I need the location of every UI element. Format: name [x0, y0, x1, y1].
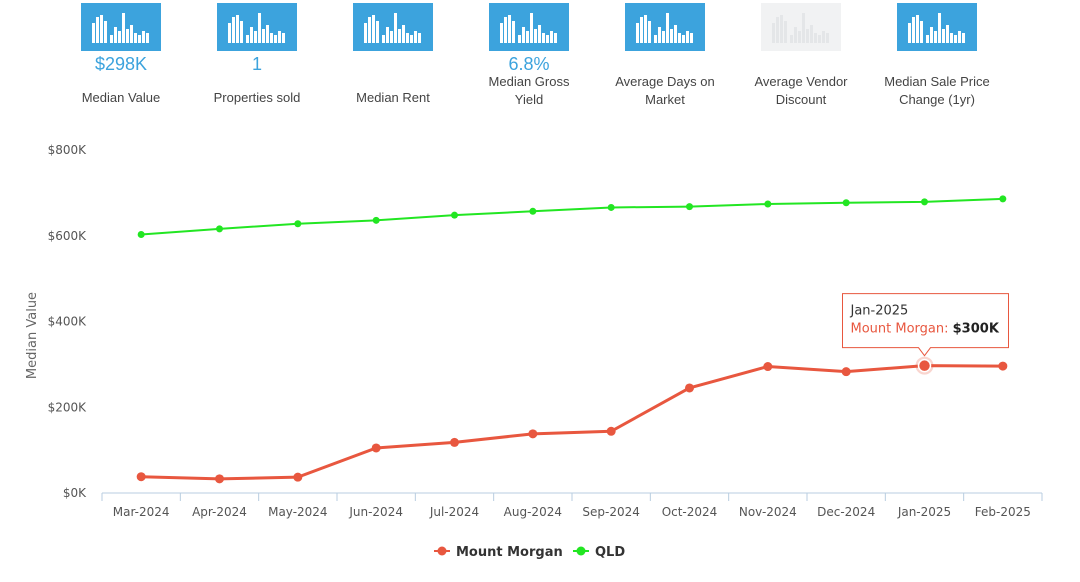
- stat-label: Average Vendor Discount: [733, 73, 869, 109]
- x-axis: Mar-2024 Apr-2024 May-2024 Jun-2024 Jul-2024…: [101, 492, 1043, 519]
- x-tick-label: Nov-2024: [739, 505, 797, 519]
- data-point: [372, 216, 380, 224]
- stat-label-line: Discount: [775, 92, 827, 107]
- x-tick-label: Mar-2024: [113, 505, 170, 519]
- data-point: [137, 230, 145, 238]
- stat-label-line: Average Days on: [615, 74, 715, 89]
- data-point: [998, 361, 1008, 371]
- stat-label: Average Days on Market: [597, 73, 733, 109]
- stat-median-gross-yield: 6.8% Median Gross Yield: [461, 3, 597, 109]
- data-point: [999, 195, 1007, 203]
- data-point: [763, 362, 773, 372]
- legend-label: QLD: [595, 545, 625, 560]
- stat-median-sale-price-change: Median Sale Price Change (1yr): [869, 3, 1005, 109]
- y-tick-label: $0K: [63, 486, 87, 500]
- x-tick-label: Apr-2024: [192, 505, 247, 519]
- stat-value: [325, 53, 461, 75]
- legend-item[interactable]: Mount Morgan: [434, 545, 563, 560]
- bar-chart-icon[interactable]: [81, 3, 161, 51]
- bar-chart-icon: [761, 3, 841, 51]
- stat-median-value: $298K Median Value: [53, 3, 189, 107]
- bar-chart-icon[interactable]: [353, 3, 433, 51]
- x-tick-label: Aug-2024: [504, 505, 562, 519]
- stat-value: [733, 53, 869, 75]
- data-point: [921, 198, 928, 206]
- stat-label-line: Average Vendor: [754, 74, 848, 89]
- stat-value: [869, 53, 1005, 75]
- legend-item[interactable]: QLD: [573, 545, 625, 560]
- bar-chart-icon[interactable]: [625, 3, 705, 51]
- stat-label: Median Gross Yield: [461, 73, 597, 109]
- data-point: [764, 200, 772, 208]
- x-tick-label: Jan-2025: [897, 505, 951, 519]
- stat-label-line: Median Sale Price: [884, 74, 990, 89]
- stat-label: Median Rent: [356, 90, 430, 105]
- stat-value: 1: [251, 54, 262, 74]
- tooltip-value: $300K: [953, 322, 1000, 337]
- stat-value: $298K: [94, 54, 148, 74]
- stat-properties-sold: 1 Properties sold: [189, 3, 325, 107]
- data-point: [841, 367, 851, 377]
- y-axis: $0K $200K $400K $600K $800K: [48, 143, 88, 500]
- stat-average-days-on-market: Average Days on Market: [597, 3, 733, 109]
- median-value-chart: $0K $200K $400K $600K $800K Mar-2024 Apr-2024…: [25, 143, 1043, 560]
- highlight-point: [917, 358, 932, 373]
- data-point: [451, 211, 458, 219]
- x-tick-label: Jul-2024: [429, 505, 479, 519]
- data-point: [215, 474, 224, 484]
- y-tick-label: $600K: [48, 229, 88, 243]
- y-tick-label: $800K: [48, 143, 88, 157]
- stats-bar: $298K Median Value 1 Properties sold Med…: [0, 0, 1080, 130]
- x-tick-label: May-2024: [268, 505, 327, 519]
- series-layer: [136, 195, 1008, 484]
- data-point: [293, 472, 303, 482]
- data-point: [294, 220, 302, 228]
- data-point: [216, 225, 223, 233]
- stat-average-vendor-discount: Average Vendor Discount: [733, 3, 869, 109]
- y-tick-label: $400K: [48, 315, 88, 329]
- stat-label-line: Market: [645, 92, 685, 107]
- y-tick-label: $200K: [48, 400, 88, 414]
- bar-chart-icon[interactable]: [897, 3, 977, 51]
- stat-label: Properties sold: [213, 90, 301, 105]
- stat-value: 6.8%: [508, 54, 550, 74]
- data-point: [686, 203, 693, 211]
- data-point: [371, 443, 381, 453]
- data-point: [606, 426, 616, 436]
- bar-chart-icon[interactable]: [217, 3, 297, 51]
- data-point: [842, 199, 850, 207]
- bar-chart-icon[interactable]: [489, 3, 569, 51]
- tooltip-series-name: Mount Morgan:: [851, 322, 953, 337]
- legend: Mount Morgan QLD: [434, 545, 625, 560]
- y-axis-title: Median Value: [25, 292, 40, 379]
- stat-value: [597, 53, 733, 75]
- x-tick-label: Jun-2024: [348, 505, 403, 519]
- data-point: [607, 203, 615, 211]
- data-point: [529, 207, 537, 215]
- x-tick-label: Dec-2024: [817, 505, 875, 519]
- legend-swatch-marker: [437, 546, 447, 556]
- stat-label-line: Change (1yr): [899, 92, 975, 107]
- stat-label-line: Yield: [514, 92, 544, 107]
- tooltip-series-row: Mount Morgan: $300K: [851, 322, 1000, 337]
- x-tick-label: Feb-2025: [975, 505, 1031, 519]
- x-tick-label: Oct-2024: [662, 505, 718, 519]
- legend-label: Mount Morgan: [456, 545, 563, 560]
- stat-label: Median Sale Price Change (1yr): [869, 73, 1005, 109]
- legend-swatch-marker: [576, 546, 586, 556]
- data-point: [136, 472, 146, 482]
- tooltip-title: Jan-2025: [850, 304, 909, 319]
- data-point: [450, 437, 459, 447]
- stat-label-line: Median Gross: [488, 74, 570, 89]
- stat-median-rent: Median Rent: [325, 3, 461, 107]
- x-tick-label: Sep-2024: [582, 505, 640, 519]
- data-point: [685, 383, 694, 393]
- tooltip: Jan-2025 Mount Morgan: $300K: [842, 293, 1009, 375]
- tooltip-box: [842, 293, 1009, 357]
- stat-label: Median Value: [81, 90, 161, 105]
- series-line: [141, 364, 1003, 481]
- series-line: [141, 197, 1003, 236]
- data-point: [528, 429, 538, 439]
